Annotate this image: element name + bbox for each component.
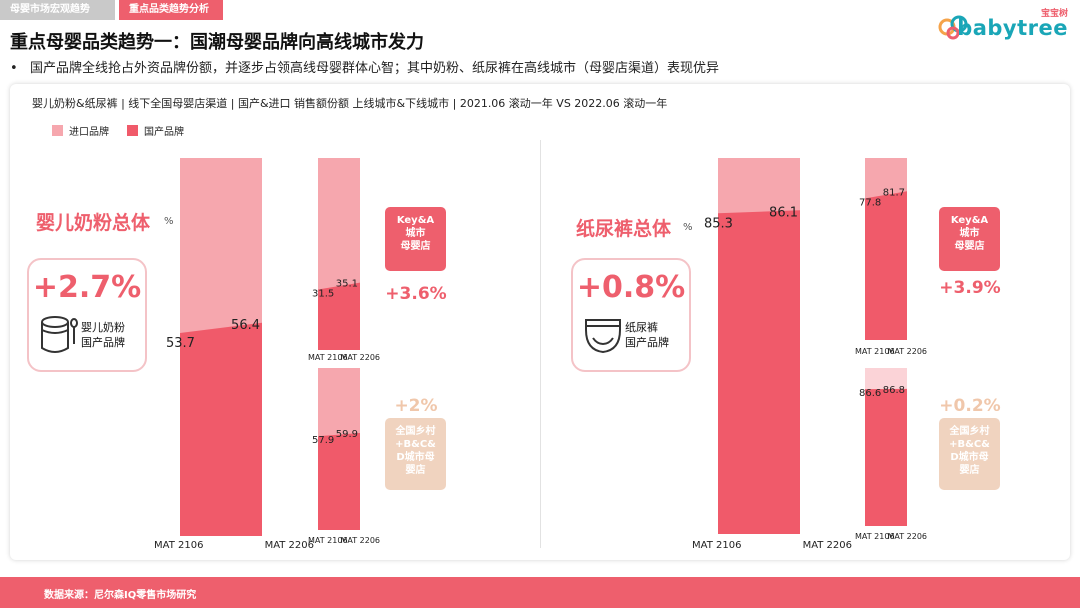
badge-line: 城市 <box>959 228 980 239</box>
badge-line: 全国乡村 <box>395 426 436 437</box>
tab-market-trend[interactable]: 母婴市场宏观趋势 <box>0 0 115 20</box>
delta-card-diaper: +0.8% 纸尿裤 国产品牌 <box>571 258 691 372</box>
data-label: 59.9 <box>336 429 358 440</box>
legend-item-import: 进口品牌 <box>52 123 109 138</box>
x-tick-label: MAT 2106 <box>308 353 348 362</box>
formula-can-icon <box>41 316 78 353</box>
data-label: 85.3 <box>704 216 733 231</box>
badge-line: D城市母 <box>950 452 989 463</box>
delta-rural-formula: +2% <box>394 396 438 416</box>
subtitle-text: 国产品牌全线抢占外资品牌份额，并逐步占领高线母婴群体心智；其中奶粉、纸尿裤在高线… <box>30 61 720 76</box>
domestic-share-area <box>318 432 360 530</box>
legend-swatch-import <box>52 125 63 136</box>
delta-rural-diaper: +0.2% <box>939 396 1001 416</box>
x-tick-label: MAT 2206 <box>887 347 927 356</box>
data-label: 35.1 <box>336 279 358 290</box>
badge-line: +B&C& <box>949 439 990 450</box>
badge-line: 婴店 <box>959 465 980 476</box>
category-unit-formula: % <box>164 216 174 227</box>
x-tick-label: MAT 2206 <box>803 540 852 551</box>
delta-value-formula: +2.7% <box>32 270 142 305</box>
babytree-logo: 宝宝树 babytree <box>938 6 1068 42</box>
badge-rural-formula: 全国乡村 +B&C& D城市母 婴店 <box>385 418 446 490</box>
x-tick-label: MAT 2106 <box>692 540 741 551</box>
card-label-formula-2: 国产品牌 <box>81 336 125 349</box>
legend-label-domestic: 国产品牌 <box>144 127 184 138</box>
badge-line: 全国乡村 <box>949 426 990 437</box>
badge-keya-formula: Key&A 城市 母婴店 <box>385 207 446 271</box>
tree-icon <box>938 15 968 40</box>
diaper-icon <box>585 319 621 354</box>
x-tick-label: MAT 2106 <box>308 536 348 545</box>
x-tick-label: MAT 2206 <box>265 540 314 551</box>
delta-card-formula: +2.7% 婴儿奶粉 国产品牌 <box>27 258 147 372</box>
category-label-diaper: 纸尿裤总体 <box>576 218 672 240</box>
page-subtitle: • 国产品牌全线抢占外资品牌份额，并逐步占领高线母婴群体心智；其中奶粉、纸尿裤在高… <box>10 57 719 76</box>
data-label: 86.8 <box>883 385 905 396</box>
domestic-share-area <box>718 210 800 534</box>
data-label: 31.5 <box>312 289 334 300</box>
legend: 进口品牌 国产品牌 <box>52 123 202 138</box>
data-label: 53.7 <box>166 336 195 351</box>
domestic-share-area <box>318 282 360 350</box>
bullet-icon: • <box>10 61 18 76</box>
x-tick-label: MAT 2106 <box>154 540 203 551</box>
data-label: 57.9 <box>312 435 334 446</box>
tab-bar: 母婴市场宏观趋势 重点品类趋势分析 <box>0 0 223 20</box>
footer-bar: 数据来源：尼尔森IQ零售市场研究 <box>0 577 1080 608</box>
x-tick-label: MAT 2106 <box>855 532 895 541</box>
data-label: 77.8 <box>859 197 881 208</box>
domestic-share-area <box>865 388 907 526</box>
legend-item-domestic: 国产品牌 <box>127 123 184 138</box>
data-label: 81.7 <box>883 187 905 198</box>
badge-keya-diaper: Key&A 城市 母婴店 <box>939 207 1000 271</box>
logo-en: babytree <box>957 16 1068 40</box>
card-label-diaper-1: 纸尿裤 <box>625 321 658 334</box>
card-label-formula-1: 婴儿奶粉 <box>81 321 125 334</box>
badge-line: Key&A <box>396 215 435 226</box>
footer-source: 数据来源：尼尔森IQ零售市场研究 <box>44 590 197 601</box>
legend-swatch-domestic <box>127 125 138 136</box>
delta-keya-diaper: +3.9% <box>939 278 1001 298</box>
x-tick-label: MAT 2206 <box>887 532 927 541</box>
x-tick-label: MAT 2106 <box>855 347 895 356</box>
logo-cn: 宝宝树 <box>1040 9 1068 19</box>
category-unit-diaper: % <box>683 222 693 233</box>
delta-keya-formula: +3.6% <box>385 284 447 304</box>
badge-line: D城市母 <box>396 452 435 463</box>
badge-line: 婴店 <box>405 465 426 476</box>
legend-label-import: 进口品牌 <box>69 127 109 138</box>
badge-line: +B&C& <box>395 439 436 450</box>
badge-rural-diaper: 全国乡村 +B&C& D城市母 婴店 <box>939 418 1000 490</box>
x-tick-label: MAT 2206 <box>340 536 380 545</box>
category-label-formula: 婴儿奶粉总体 <box>36 212 151 234</box>
badge-line: 母婴店 <box>400 241 431 252</box>
card-label-diaper-2: 国产品牌 <box>625 336 669 349</box>
x-tick-label: MAT 2206 <box>340 353 380 362</box>
data-label: 56.4 <box>231 318 260 333</box>
badge-line: 母婴店 <box>954 241 985 252</box>
chart-description: 婴儿奶粉&纸尿裤 | 线下全国母婴店渠道 | 国产&进口 销售额份额 上线城市&… <box>32 97 668 110</box>
data-label: 86.6 <box>859 388 881 399</box>
badge-line: 城市 <box>405 228 426 239</box>
domestic-share-area <box>180 322 262 536</box>
section-divider <box>540 140 541 548</box>
data-label: 86.1 <box>769 205 798 220</box>
delta-value-diaper: +0.8% <box>576 270 686 305</box>
page-title: 重点母婴品类趋势一：国潮母婴品牌向高线城市发力 <box>10 32 424 53</box>
badge-line: Key&A <box>950 215 989 226</box>
domestic-share-area <box>865 191 907 340</box>
tab-category-analysis[interactable]: 重点品类趋势分析 <box>119 0 223 20</box>
